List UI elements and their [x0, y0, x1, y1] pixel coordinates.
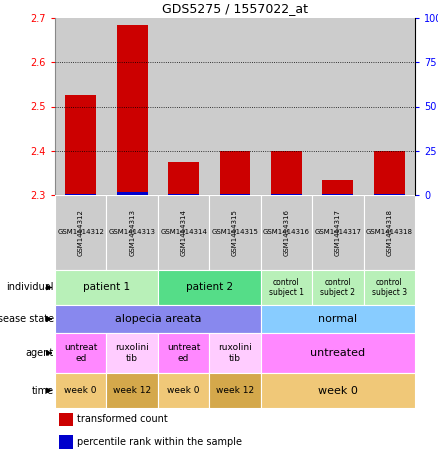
Text: disease state: disease state [0, 314, 54, 324]
Text: GSM1414314: GSM1414314 [180, 209, 187, 256]
Bar [312, 195, 364, 270]
Text: ruxolini
tib: ruxolini tib [218, 343, 252, 363]
Text: week 0: week 0 [318, 386, 358, 395]
Bar [158, 270, 261, 305]
Bar [271, 151, 302, 195]
Bar [364, 195, 415, 270]
Bar [158, 373, 209, 408]
Bar [158, 195, 209, 270]
Bar [364, 195, 415, 270]
Text: individual: individual [7, 283, 54, 293]
Bar [209, 195, 261, 270]
Bar [168, 162, 199, 195]
Text: agent: agent [26, 348, 54, 358]
Text: GSM1414313: GSM1414313 [109, 230, 155, 236]
Bar [158, 333, 209, 373]
Text: GSM1414316: GSM1414316 [283, 209, 290, 256]
Bar [209, 373, 261, 408]
Bar [209, 195, 261, 270]
Bar [158, 18, 209, 195]
Text: untreated: untreated [310, 348, 365, 358]
Bar [322, 179, 353, 195]
Bar [261, 195, 312, 270]
Text: alopecia areata: alopecia areata [115, 314, 201, 324]
Bar [60, 413, 73, 426]
Bar [209, 18, 261, 195]
Text: control
subject 3: control subject 3 [372, 278, 407, 297]
Bar [117, 24, 148, 195]
Text: week 12: week 12 [113, 386, 151, 395]
Text: GSM1414312: GSM1414312 [78, 209, 84, 256]
Text: patient 1: patient 1 [83, 283, 130, 293]
Text: week 0: week 0 [64, 386, 97, 395]
Bar [261, 333, 415, 373]
Bar [312, 18, 364, 195]
Bar [322, 194, 353, 195]
Bar [65, 194, 96, 195]
Text: GSM1414317: GSM1414317 [314, 230, 361, 236]
Bar [364, 270, 415, 305]
Bar [261, 270, 312, 305]
Text: GSM1414312: GSM1414312 [57, 230, 104, 236]
Bar [106, 333, 158, 373]
Text: ruxolini
tib: ruxolini tib [115, 343, 149, 363]
Bar [55, 305, 261, 333]
Bar [209, 333, 261, 373]
Text: GSM1414318: GSM1414318 [386, 209, 392, 256]
Bar [60, 435, 73, 448]
Text: GSM1414317: GSM1414317 [335, 209, 341, 256]
Bar [117, 193, 148, 195]
Bar [55, 18, 106, 195]
Text: transformed count: transformed count [77, 414, 168, 424]
Title: GDS5275 / 1557022_at: GDS5275 / 1557022_at [162, 2, 308, 15]
Bar [55, 195, 106, 270]
Text: percentile rank within the sample: percentile rank within the sample [77, 437, 242, 447]
Text: patient 2: patient 2 [186, 283, 233, 293]
Bar [219, 151, 251, 195]
Bar [106, 18, 158, 195]
Bar [55, 195, 106, 270]
Bar [219, 194, 251, 195]
Bar [158, 195, 209, 270]
Bar [261, 18, 312, 195]
Bar [55, 333, 106, 373]
Bar [55, 373, 106, 408]
Bar [374, 151, 405, 195]
Bar [312, 270, 364, 305]
Text: GSM1414313: GSM1414313 [129, 209, 135, 256]
Bar [55, 270, 158, 305]
Bar [364, 18, 415, 195]
Text: week 0: week 0 [167, 386, 200, 395]
Text: time: time [32, 386, 54, 395]
Text: week 12: week 12 [216, 386, 254, 395]
Text: GSM1414315: GSM1414315 [232, 209, 238, 256]
Bar [312, 195, 364, 270]
Bar [261, 373, 415, 408]
Bar [168, 194, 199, 195]
Text: untreat
ed: untreat ed [167, 343, 200, 363]
Bar [106, 195, 158, 270]
Text: control
subject 1: control subject 1 [269, 278, 304, 297]
Bar [261, 195, 312, 270]
Text: GSM1414314: GSM1414314 [160, 230, 207, 236]
Bar [261, 305, 415, 333]
Text: GSM1414316: GSM1414316 [263, 230, 310, 236]
Bar [106, 195, 158, 270]
Text: control
subject 2: control subject 2 [320, 278, 355, 297]
Bar [65, 96, 96, 195]
Text: GSM1414315: GSM1414315 [212, 230, 258, 236]
Bar [271, 194, 302, 195]
Bar [106, 373, 158, 408]
Text: untreat
ed: untreat ed [64, 343, 97, 363]
Bar [374, 194, 405, 195]
Text: GSM1414318: GSM1414318 [366, 230, 413, 236]
Text: normal: normal [318, 314, 357, 324]
